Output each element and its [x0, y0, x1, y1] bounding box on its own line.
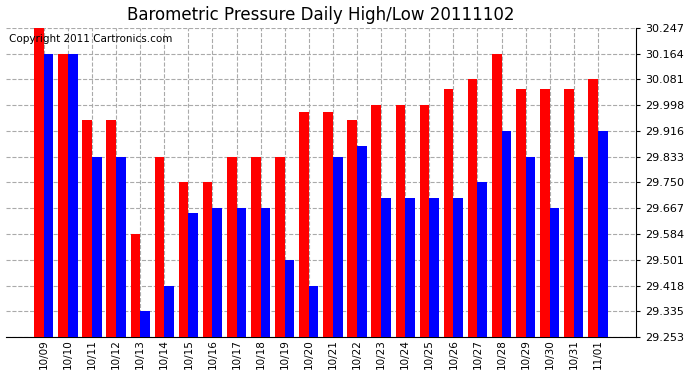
Bar — [227, 156, 237, 337]
Bar — [357, 146, 366, 337]
Bar — [59, 54, 68, 337]
Bar — [381, 198, 391, 337]
Bar — [395, 105, 405, 337]
Bar — [564, 89, 574, 337]
Bar — [34, 28, 44, 337]
Bar — [589, 80, 598, 337]
Bar — [468, 80, 477, 337]
Bar — [140, 311, 150, 337]
Bar — [309, 285, 319, 337]
Bar — [324, 112, 333, 337]
Bar — [251, 156, 261, 337]
Bar — [492, 54, 502, 337]
Bar — [92, 156, 101, 337]
Bar — [502, 131, 511, 337]
Bar — [179, 182, 188, 337]
Bar — [516, 89, 526, 337]
Bar — [203, 182, 213, 337]
Bar — [130, 234, 140, 337]
Bar — [526, 156, 535, 337]
Bar — [261, 208, 270, 337]
Bar — [116, 156, 126, 337]
Bar — [44, 54, 54, 337]
Bar — [598, 131, 607, 337]
Bar — [164, 285, 174, 337]
Bar — [213, 208, 222, 337]
Title: Barometric Pressure Daily High/Low 20111102: Barometric Pressure Daily High/Low 20111… — [127, 6, 515, 24]
Bar — [333, 156, 342, 337]
Bar — [405, 198, 415, 337]
Bar — [285, 260, 295, 337]
Bar — [574, 156, 584, 337]
Bar — [237, 208, 246, 337]
Bar — [444, 89, 453, 337]
Bar — [106, 120, 116, 337]
Bar — [299, 112, 309, 337]
Bar — [540, 89, 550, 337]
Bar — [453, 198, 463, 337]
Bar — [477, 182, 487, 337]
Bar — [188, 213, 198, 337]
Bar — [550, 208, 560, 337]
Bar — [155, 156, 164, 337]
Text: Copyright 2011 Cartronics.com: Copyright 2011 Cartronics.com — [9, 34, 172, 44]
Bar — [347, 120, 357, 337]
Bar — [371, 105, 381, 337]
Bar — [68, 54, 77, 337]
Bar — [420, 105, 429, 337]
Bar — [275, 156, 285, 337]
Bar — [429, 198, 439, 337]
Bar — [82, 120, 92, 337]
